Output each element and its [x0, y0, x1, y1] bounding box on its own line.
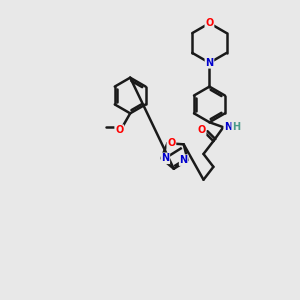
Text: O: O	[205, 18, 214, 28]
Text: O: O	[197, 125, 206, 135]
Text: N: N	[161, 153, 169, 163]
Text: O: O	[115, 125, 123, 135]
Text: O: O	[167, 138, 175, 148]
Text: H: H	[232, 122, 240, 132]
Text: N: N	[206, 58, 214, 68]
Text: N: N	[180, 155, 188, 165]
Text: N: N	[224, 122, 232, 132]
